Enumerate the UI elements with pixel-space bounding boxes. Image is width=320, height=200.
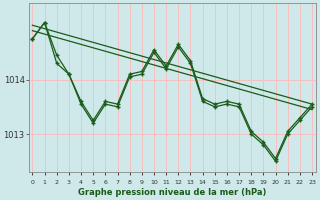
X-axis label: Graphe pression niveau de la mer (hPa): Graphe pression niveau de la mer (hPa)	[78, 188, 267, 197]
